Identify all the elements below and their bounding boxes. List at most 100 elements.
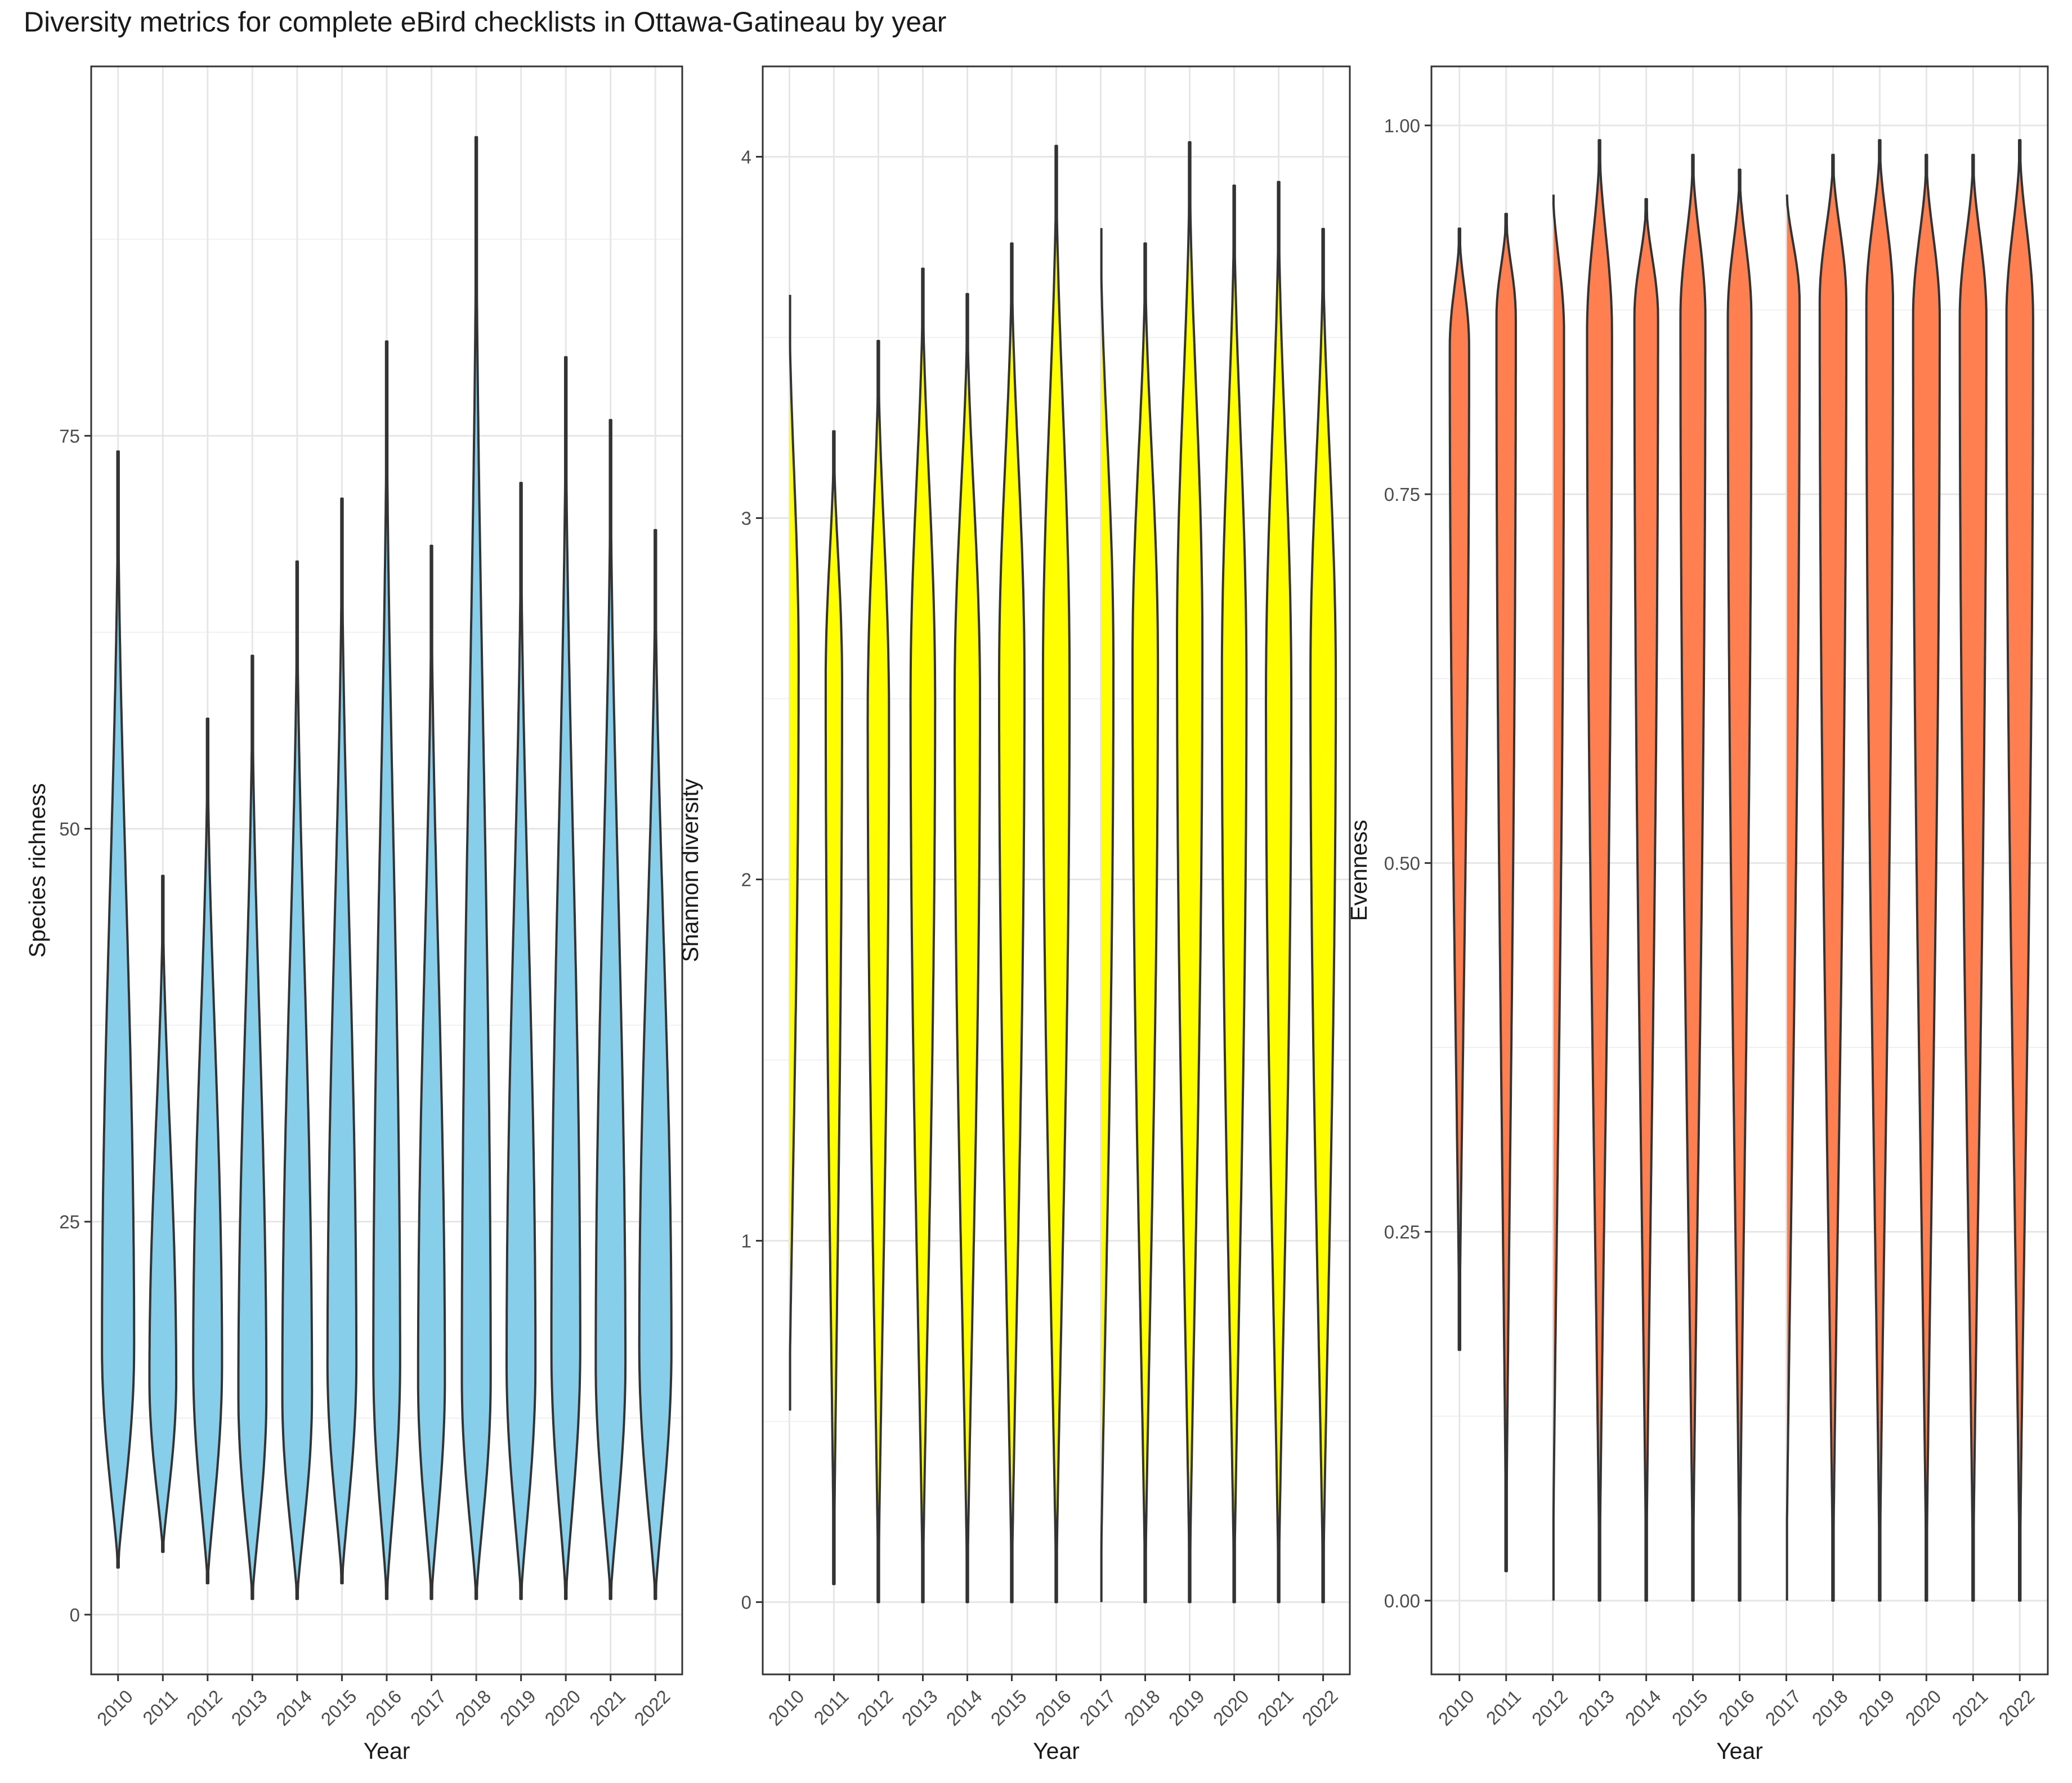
- y-axis-title: Species richness: [24, 783, 50, 958]
- violin-2015: [1679, 154, 1707, 1602]
- x-tick-label: 2017: [1761, 1686, 1805, 1730]
- x-tick-label: 2022: [630, 1686, 674, 1730]
- violin-2012: [866, 339, 890, 1603]
- x-tick-label: 2012: [182, 1686, 226, 1730]
- violin-2015: [997, 242, 1026, 1603]
- x-tick-label: 2019: [496, 1686, 540, 1730]
- y-tick-label: 4: [741, 147, 751, 168]
- x-tick-label: 2020: [1209, 1686, 1253, 1730]
- violin-2012: [192, 718, 223, 1584]
- x-tick-label: 2022: [1994, 1686, 2038, 1730]
- violin-2016: [1041, 145, 1071, 1603]
- x-tick-label: 2013: [227, 1686, 271, 1730]
- panel-3: 0.00 0.25 0.50 0.75 1.00 2010 2011 2012 2013 2014…: [1346, 65, 2049, 1764]
- x-tick-label: 2014: [272, 1686, 316, 1730]
- x-tick-label: 2012: [853, 1686, 897, 1730]
- violin-2014: [281, 560, 314, 1600]
- violin-2022: [2005, 139, 2034, 1602]
- violin-2014: [953, 293, 981, 1603]
- violin-2019: [505, 482, 537, 1600]
- x-tick-label: 2014: [1621, 1686, 1665, 1730]
- x-tick-label: 2021: [585, 1686, 629, 1730]
- violin-2018: [460, 136, 492, 1600]
- violin-2011: [1495, 213, 1517, 1573]
- x-tick-label: 2011: [1482, 1686, 1525, 1728]
- x-tick-label: 2011: [809, 1686, 852, 1728]
- violin-2020: [550, 356, 581, 1600]
- violin-2017: [1100, 228, 1115, 1602]
- violin-2013: [1586, 139, 1613, 1602]
- violin-2011: [148, 875, 178, 1553]
- x-axis-title: Year: [1716, 1738, 1763, 1764]
- x-tick-label: 2010: [1434, 1686, 1478, 1730]
- y-tick-label: 0.50: [1384, 853, 1420, 873]
- x-tick-label: 2020: [1901, 1686, 1945, 1730]
- violin-2019: [1176, 141, 1204, 1603]
- violin-2012: [1552, 194, 1565, 1601]
- x-tick-label: 2017: [406, 1686, 450, 1730]
- x-tick-label: 2017: [1076, 1686, 1120, 1730]
- violin-2022: [638, 528, 673, 1600]
- x-tick-label: 2021: [1254, 1686, 1297, 1730]
- violin-2014: [1633, 198, 1659, 1602]
- y-tick-label: 2: [741, 870, 751, 890]
- y-tick-label: 0.00: [1384, 1591, 1420, 1611]
- y-tick-label: 1.00: [1384, 115, 1420, 136]
- y-tick-label: 0.25: [1384, 1222, 1420, 1243]
- violin-2013: [909, 267, 937, 1603]
- violin-2010: [789, 294, 800, 1411]
- x-tick-label: 2013: [1574, 1686, 1618, 1730]
- x-tick-label: 2020: [540, 1686, 584, 1730]
- violin-2020: [1912, 154, 1941, 1602]
- x-tick-label: 2018: [1120, 1686, 1164, 1730]
- x-tick-label: 2015: [987, 1686, 1031, 1730]
- x-tick-label: 2016: [1715, 1686, 1758, 1730]
- x-tick-label: 2010: [93, 1686, 137, 1730]
- violin-2021: [1265, 181, 1293, 1603]
- y-tick-label: 50: [59, 818, 80, 839]
- violin-2020: [1220, 184, 1248, 1603]
- x-tick-label: 2019: [1165, 1686, 1209, 1730]
- violin-2011: [824, 430, 843, 1585]
- x-tick-label: 2011: [138, 1686, 181, 1728]
- y-tick-label: 0: [70, 1605, 80, 1625]
- violin-2019: [1865, 139, 1894, 1602]
- y-tick-label: 0: [741, 1592, 751, 1613]
- violin-2017: [417, 544, 446, 1600]
- x-tick-label: 2016: [1031, 1686, 1075, 1730]
- x-tick-label: 2019: [1855, 1686, 1899, 1730]
- y-axis-title: Shannon diversity: [677, 778, 703, 962]
- x-tick-label: 2015: [1668, 1686, 1712, 1730]
- x-tick-label: 2016: [361, 1686, 405, 1730]
- x-tick-label: 2015: [317, 1686, 361, 1730]
- x-tick-label: 2014: [942, 1686, 986, 1730]
- x-tick-label: 2013: [898, 1686, 942, 1730]
- figure-title: Diversity metrics for complete eBird che…: [24, 6, 947, 38]
- violin-2010: [1448, 227, 1470, 1351]
- x-tick-label: 2018: [451, 1686, 495, 1730]
- x-axis-title: Year: [1033, 1738, 1080, 1764]
- x-tick-label: 2012: [1528, 1686, 1572, 1730]
- violin-2018: [1131, 242, 1160, 1603]
- violin-2013: [237, 655, 268, 1600]
- y-tick-label: 75: [59, 425, 80, 446]
- violin-2018: [1818, 154, 1848, 1602]
- violin-2017: [1785, 194, 1801, 1601]
- violin-2015: [326, 498, 358, 1584]
- y-axis-title: Evenness: [1346, 819, 1372, 921]
- violin-2021: [594, 419, 627, 1600]
- violin-2022: [1309, 227, 1337, 1603]
- y-tick-label: 3: [741, 508, 751, 529]
- x-axis-title: Year: [364, 1738, 410, 1764]
- y-tick-label: 1: [741, 1231, 751, 1252]
- x-tick-label: 2018: [1808, 1686, 1852, 1730]
- violin-2016: [372, 340, 401, 1600]
- violin-2010: [101, 450, 136, 1569]
- x-tick-label: 2010: [764, 1686, 808, 1730]
- x-tick-label: 2021: [1948, 1686, 1992, 1730]
- x-tick-label: 2022: [1298, 1686, 1342, 1730]
- violin-2021: [1958, 154, 1988, 1602]
